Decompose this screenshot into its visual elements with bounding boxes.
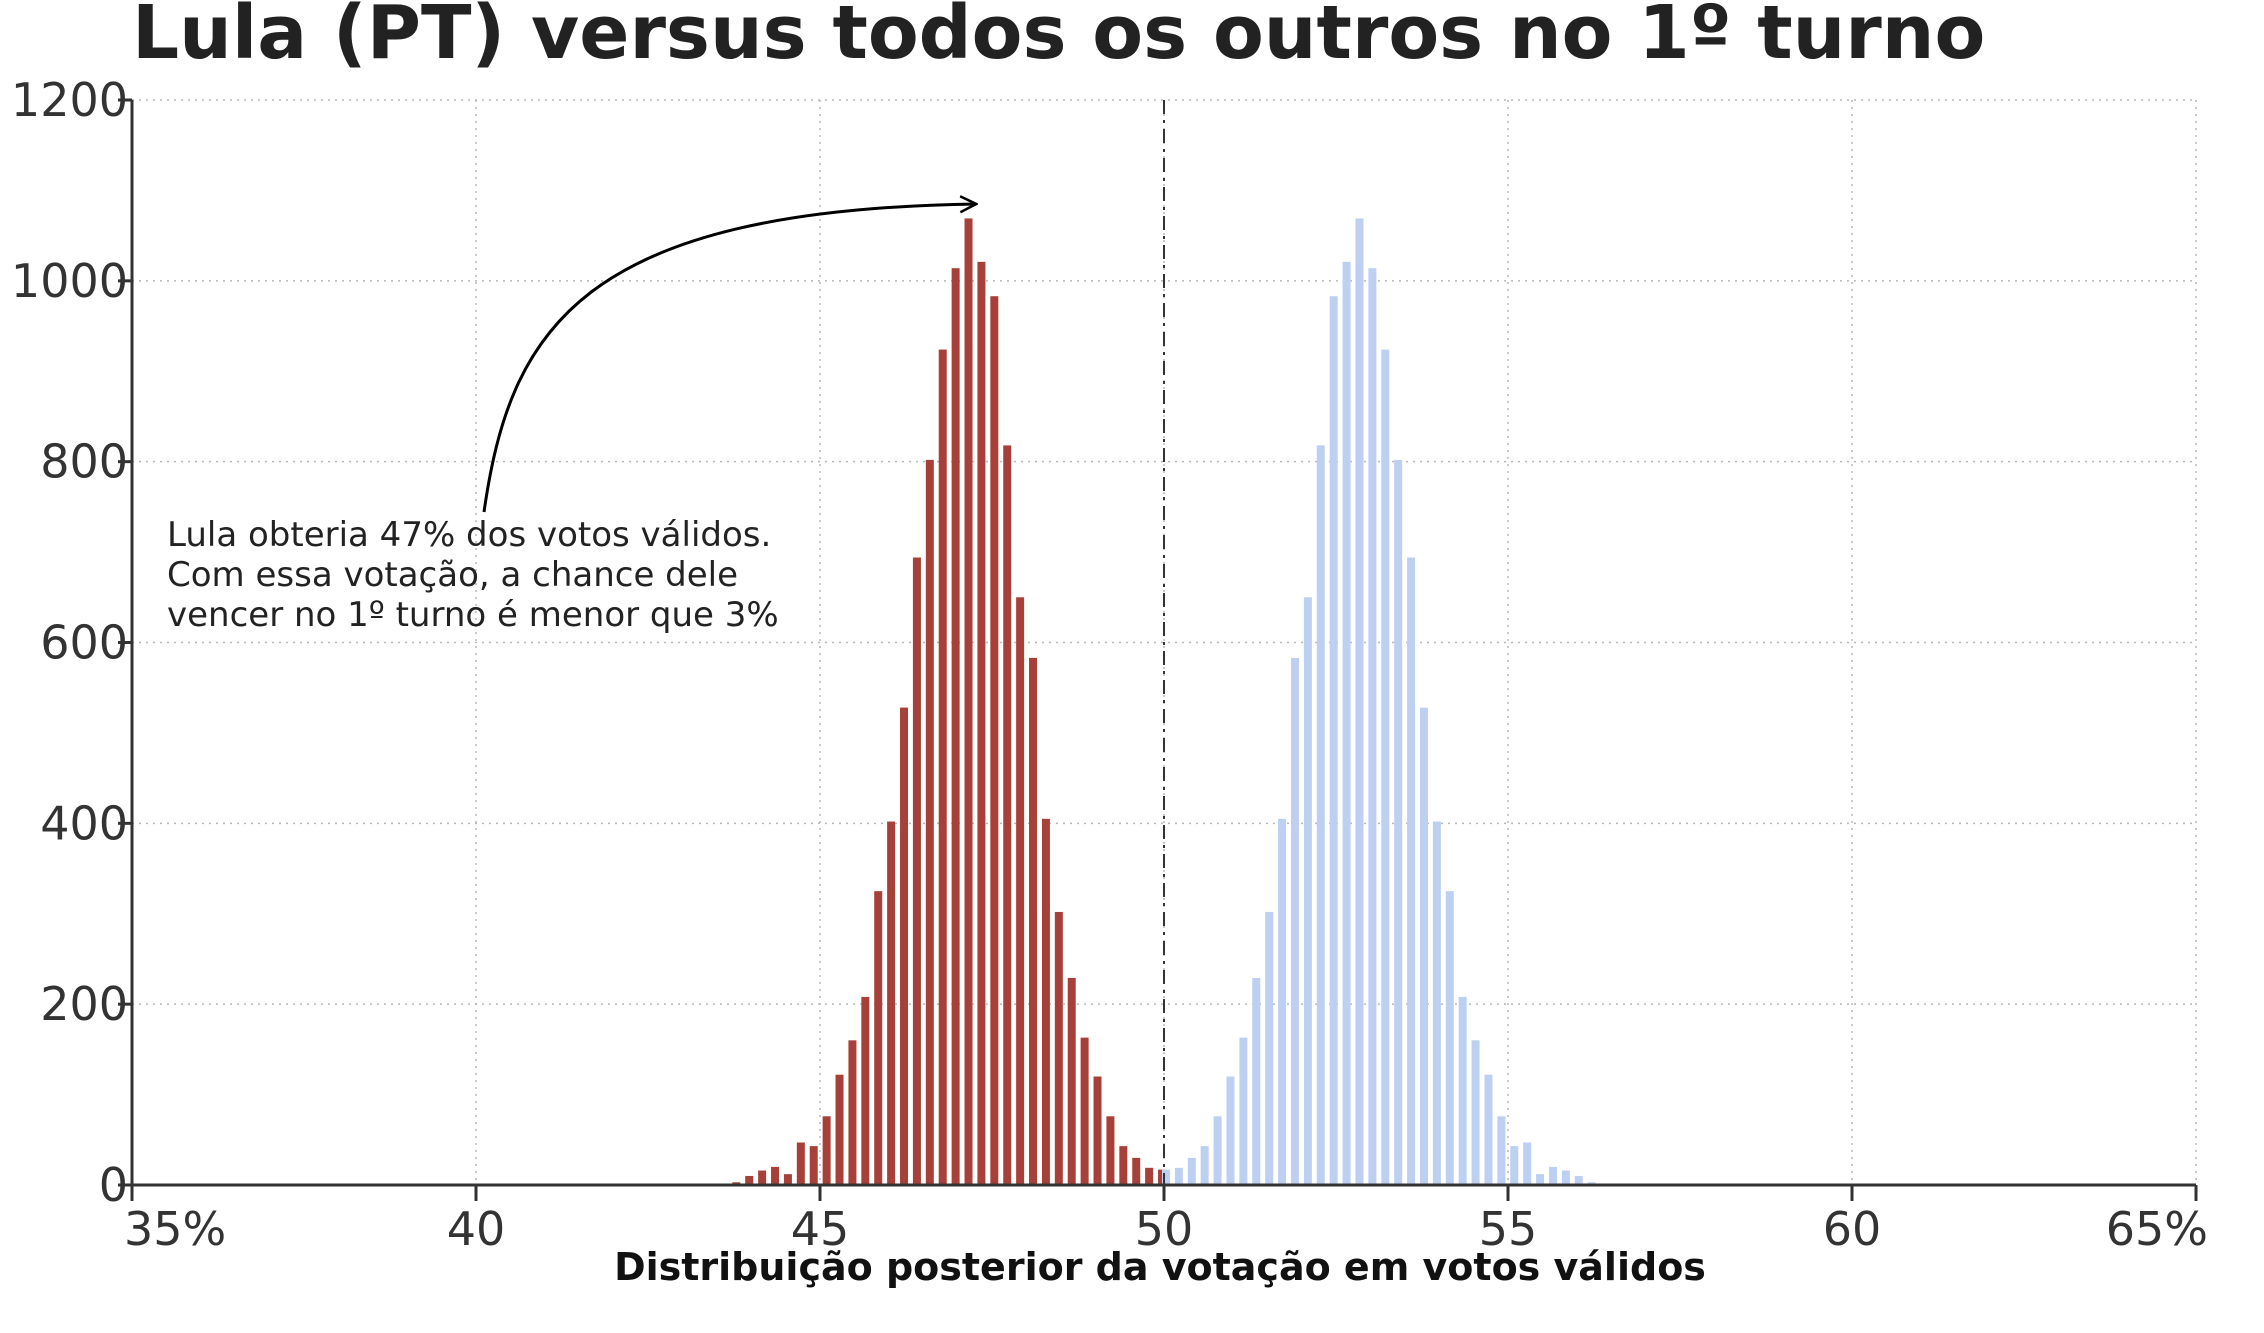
x-tick-label: 35% — [124, 1202, 226, 1256]
histogram-bar — [783, 1174, 792, 1185]
y-tick-label: 600 — [40, 616, 128, 670]
histogram-bar — [1355, 218, 1364, 1186]
y-tick-label: 1200 — [11, 73, 128, 127]
histogram-bar — [1213, 1116, 1222, 1185]
annotation: Lula obteria 47% dos votos válidos.Com e… — [167, 204, 976, 635]
y-tick-label: 200 — [40, 977, 128, 1031]
histogram-bar — [1510, 1146, 1519, 1185]
histogram-bar — [1407, 557, 1416, 1185]
y-tick-label: 1000 — [11, 254, 128, 308]
x-tick-label: 50 — [1135, 1202, 1194, 1256]
histogram-bar — [1316, 445, 1325, 1185]
histogram-bar — [745, 1175, 754, 1185]
histogram-bar — [848, 1040, 857, 1185]
histogram-bar — [887, 821, 896, 1185]
histogram-bar — [1561, 1170, 1570, 1185]
histogram-bar — [1471, 1040, 1480, 1185]
histogram-bar — [1265, 911, 1274, 1185]
histogram-bar — [1303, 597, 1312, 1185]
y-tick-label: 400 — [40, 796, 128, 850]
histogram-bar — [990, 296, 999, 1185]
histogram-bar — [835, 1074, 844, 1185]
x-tick-label: 45 — [791, 1202, 850, 1256]
histogram-bar — [1161, 1169, 1170, 1185]
histogram-bar — [1523, 1142, 1532, 1185]
histogram-bar — [1029, 657, 1038, 1185]
histogram-bar — [1093, 1076, 1102, 1185]
histogram-bar — [1432, 821, 1441, 1185]
chart-title: Lula (PT) versus todos os outros no 1º t… — [132, 0, 1985, 76]
histogram-bar — [1536, 1174, 1545, 1185]
annotation-arrow — [482, 204, 976, 513]
histogram-bar — [1419, 707, 1428, 1185]
histogram-bar — [809, 1146, 818, 1185]
histogram-bar — [1200, 1146, 1209, 1185]
histogram-bar — [874, 891, 883, 1185]
annotation-line: vencer no 1º turno é menor que 3% — [167, 595, 779, 635]
histogram-bar — [1329, 296, 1338, 1185]
histogram-bar — [1394, 459, 1403, 1185]
histogram-bar — [822, 1116, 831, 1185]
histogram-bar — [964, 218, 973, 1186]
histogram-bar — [1252, 977, 1261, 1185]
histogram-bar — [1484, 1074, 1493, 1185]
histogram-bar — [1239, 1037, 1248, 1185]
histogram-bar — [1106, 1116, 1115, 1185]
histogram-bar — [1574, 1175, 1583, 1185]
annotation-line: Com essa votação, a chance dele — [167, 555, 738, 595]
histogram-bar — [1278, 818, 1287, 1185]
histogram-bar — [900, 707, 909, 1185]
histogram-bar — [938, 349, 947, 1185]
histogram-bar — [861, 996, 870, 1185]
histogram-bar — [758, 1170, 767, 1185]
y-tick-label: 800 — [40, 435, 128, 489]
annotation-line: Lula obteria 47% dos votos válidos. — [167, 515, 771, 555]
histogram-bar — [1226, 1076, 1235, 1185]
histogram-bar — [1145, 1167, 1154, 1185]
histogram-bar — [925, 459, 934, 1185]
histogram-bar — [771, 1166, 780, 1185]
histogram-bar — [1067, 977, 1076, 1185]
histogram-bar — [1080, 1037, 1089, 1185]
histogram-bar — [1132, 1157, 1141, 1185]
histogram-bar — [1003, 445, 1012, 1185]
histogram-bar — [1381, 349, 1390, 1185]
x-tick-label: 60 — [1823, 1202, 1882, 1256]
histogram-bar — [796, 1142, 805, 1185]
x-tick-label: 65% — [2106, 1202, 2208, 1256]
histogram-bar — [1119, 1146, 1128, 1185]
histogram-bar — [1054, 911, 1063, 1185]
histogram-bar — [1445, 891, 1454, 1185]
histogram-bar — [1342, 261, 1351, 1185]
x-tick-label: 55 — [1479, 1202, 1538, 1256]
x-axis-label: Distribuição posterior da votação em vot… — [614, 1245, 1706, 1289]
histogram-bar — [1290, 657, 1299, 1185]
histogram-bar — [1458, 996, 1467, 1185]
histogram-bars — [732, 218, 1596, 1186]
histogram-bar — [1041, 818, 1050, 1185]
histogram-bar — [977, 261, 986, 1185]
axes: 0 200 400 600 800 1000 1200 35% 40 45 50 55 60 65% — [11, 73, 2208, 1256]
histogram-bar — [1548, 1166, 1557, 1185]
y-tick-label: 0 — [99, 1158, 128, 1212]
histogram-bar — [1187, 1157, 1196, 1185]
histogram-bar — [1016, 597, 1025, 1185]
x-tick-label: 40 — [447, 1202, 506, 1256]
histogram-bar — [1368, 268, 1377, 1185]
histogram-bar — [912, 557, 921, 1185]
histogram-bar — [951, 268, 960, 1185]
histogram-bar — [1497, 1116, 1506, 1185]
histogram-bar — [1174, 1167, 1183, 1185]
